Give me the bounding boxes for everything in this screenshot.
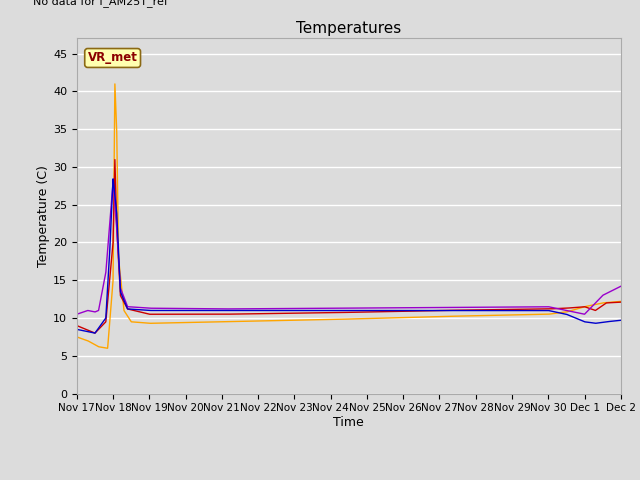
HMP45 T xyxy=(617,317,625,323)
Panel T xyxy=(479,307,487,313)
Old Ref Temp xyxy=(281,318,289,324)
HMP45 T xyxy=(399,308,407,313)
Panel T xyxy=(617,299,625,305)
Line: Panel T: Panel T xyxy=(77,160,621,333)
HMP45 T xyxy=(172,308,180,313)
Old Ref Temp xyxy=(73,334,81,340)
Old Ref Temp xyxy=(427,314,435,320)
Panel T xyxy=(111,157,119,163)
Legend: Panel T, Old Ref Temp, HMP45 T, CNR1 PRT: Panel T, Old Ref Temp, HMP45 T, CNR1 PRT xyxy=(141,478,556,480)
Line: HMP45 T: HMP45 T xyxy=(77,179,621,333)
CNR1 PRT xyxy=(172,306,180,312)
Old Ref Temp xyxy=(520,312,528,318)
Line: CNR1 PRT: CNR1 PRT xyxy=(77,182,621,314)
HMP45 T xyxy=(520,308,528,313)
HMP45 T xyxy=(427,308,435,313)
Old Ref Temp xyxy=(111,81,119,87)
CNR1 PRT xyxy=(479,304,486,310)
Y-axis label: Temperature (C): Temperature (C) xyxy=(37,165,50,267)
Panel T xyxy=(73,323,81,328)
Panel T xyxy=(172,312,180,317)
CNR1 PRT xyxy=(617,283,625,289)
HMP45 T xyxy=(73,326,81,332)
Text: VR_met: VR_met xyxy=(88,51,138,64)
CNR1 PRT xyxy=(520,304,528,310)
CNR1 PRT xyxy=(73,312,81,317)
CNR1 PRT xyxy=(109,180,117,185)
HMP45 T xyxy=(281,308,289,313)
Old Ref Temp xyxy=(104,346,111,351)
Panel T xyxy=(91,330,99,336)
Old Ref Temp xyxy=(172,320,180,325)
Panel T xyxy=(399,308,407,314)
Panel T xyxy=(520,306,528,312)
Panel T xyxy=(281,311,289,316)
Panel T xyxy=(427,308,435,313)
Old Ref Temp xyxy=(399,314,407,320)
Text: No data for f_AM25T_ref: No data for f_AM25T_ref xyxy=(33,0,168,7)
X-axis label: Time: Time xyxy=(333,416,364,429)
Old Ref Temp xyxy=(617,299,625,304)
HMP45 T xyxy=(479,308,487,313)
Title: Temperatures: Temperatures xyxy=(296,21,401,36)
Line: Old Ref Temp: Old Ref Temp xyxy=(77,84,621,348)
CNR1 PRT xyxy=(427,305,435,311)
Old Ref Temp xyxy=(479,313,487,319)
CNR1 PRT xyxy=(281,306,289,312)
HMP45 T xyxy=(91,330,99,336)
HMP45 T xyxy=(109,176,117,182)
CNR1 PRT xyxy=(399,305,407,311)
